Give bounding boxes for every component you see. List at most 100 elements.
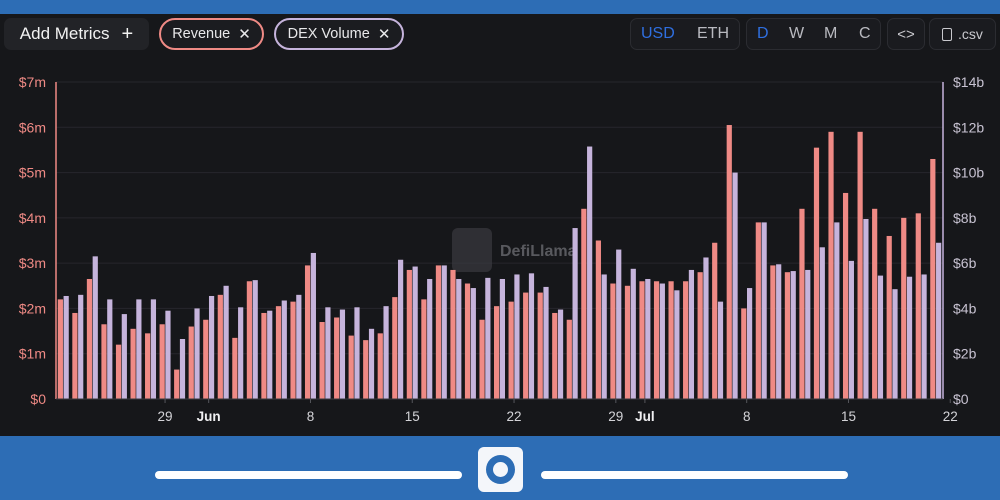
dex-volume-bar[interactable] [543, 286, 549, 399]
add-metrics-button[interactable]: Add Metrics + [4, 18, 149, 50]
revenue-bar[interactable] [464, 283, 471, 399]
dex-volume-bar[interactable] [877, 275, 884, 399]
revenue-bar[interactable] [348, 335, 354, 399]
revenue-bar[interactable] [232, 337, 238, 399]
dex-volume-bar[interactable] [238, 307, 244, 399]
revenue-bar[interactable] [639, 281, 645, 399]
revenue-bar[interactable] [842, 192, 849, 399]
dex-volume-bar[interactable] [790, 271, 796, 399]
revenue-bar[interactable] [159, 324, 165, 399]
revenue-bar[interactable] [435, 265, 442, 399]
range-track-right[interactable] [541, 471, 848, 479]
dex-volume-bar[interactable] [398, 259, 404, 399]
dex-volume-bar[interactable] [296, 294, 302, 399]
dex-volume-bar[interactable] [616, 249, 622, 399]
range-track-left[interactable] [155, 471, 462, 479]
revenue-bar[interactable] [86, 278, 93, 399]
dex-volume-bar[interactable] [121, 314, 127, 399]
dex-volume-bar[interactable] [761, 222, 767, 399]
dex-volume-bar[interactable] [936, 242, 942, 399]
revenue-bar[interactable] [101, 324, 107, 399]
revenue-bar[interactable] [683, 281, 689, 399]
revenue-bar[interactable] [523, 292, 529, 399]
dex-volume-bar[interactable] [63, 295, 69, 399]
range-handle[interactable] [478, 447, 523, 492]
revenue-bar[interactable] [508, 301, 514, 399]
revenue-bar[interactable] [479, 319, 485, 399]
dex-volume-bar[interactable] [427, 278, 433, 399]
revenue-bar[interactable] [421, 299, 427, 399]
dex-volume-bar[interactable] [456, 278, 462, 399]
dex-volume-bar[interactable] [557, 309, 564, 399]
revenue-bar[interactable] [450, 269, 456, 399]
revenue-bar[interactable] [755, 222, 761, 399]
dex-volume-bar[interactable] [601, 274, 607, 399]
revenue-bar[interactable] [406, 269, 412, 399]
dex-volume-bar[interactable] [906, 276, 913, 399]
revenue-bar[interactable] [697, 272, 703, 399]
interval-cumulative-option[interactable]: C [859, 25, 871, 42]
dex-volume-bar[interactable] [732, 172, 738, 399]
revenue-bar[interactable] [770, 265, 776, 399]
revenue-bar[interactable] [828, 131, 834, 399]
revenue-bar[interactable] [726, 125, 732, 400]
dex-volume-bar[interactable] [499, 278, 505, 399]
revenue-bar[interactable] [886, 235, 892, 399]
dex-volume-bar[interactable] [528, 273, 535, 399]
revenue-bar[interactable] [203, 319, 209, 399]
dex-volume-bar[interactable] [717, 301, 724, 399]
dex-volume-bar[interactable] [223, 285, 229, 399]
dex-volume-bar[interactable] [339, 309, 346, 399]
revenue-bar[interactable] [653, 281, 660, 399]
dex-volume-bar[interactable] [805, 269, 811, 399]
currency-eth-option[interactable]: ETH [697, 25, 729, 42]
dex-volume-bar[interactable] [92, 256, 98, 399]
dex-volume-bar[interactable] [747, 288, 753, 399]
interval-day-option[interactable]: D [757, 25, 769, 42]
dex-volume-bar[interactable] [441, 265, 447, 399]
dex-volume-bar[interactable] [921, 274, 927, 399]
dex-volume-bar[interactable] [514, 274, 520, 399]
revenue-bar[interactable] [624, 285, 631, 399]
revenue-bar[interactable] [595, 240, 601, 400]
dex-volume-bar[interactable] [354, 307, 360, 399]
revenue-bar[interactable] [494, 306, 500, 399]
revenue-bar[interactable] [304, 265, 311, 399]
dex-volume-bar[interactable] [572, 228, 578, 399]
revenue-bar[interactable] [813, 147, 820, 399]
dex-volume-bar[interactable] [325, 307, 331, 399]
revenue-bar[interactable] [363, 340, 369, 399]
revenue-metric-pill[interactable]: Revenue ✕ [159, 18, 264, 50]
dex-volume-bar[interactable] [645, 278, 651, 399]
dex-volume-bar[interactable] [485, 277, 491, 399]
dex-volume-bar[interactable] [208, 295, 215, 399]
dex-volume-bar[interactable] [179, 339, 186, 399]
dex-volume-bar[interactable] [688, 269, 695, 399]
dex-volume-bar[interactable] [136, 299, 142, 399]
revenue-bar[interactable] [188, 326, 194, 399]
interval-week-option[interactable]: W [789, 25, 805, 42]
dex-volume-bar[interactable] [194, 308, 200, 399]
revenue-bar[interactable] [290, 301, 296, 399]
dex-volume-bar[interactable] [252, 280, 258, 400]
revenue-bar[interactable] [174, 369, 180, 399]
revenue-bar[interactable] [145, 333, 151, 399]
revenue-bar[interactable] [581, 208, 587, 399]
revenue-bar[interactable] [857, 131, 863, 399]
dex-volume-bar[interactable] [892, 289, 898, 399]
dex-volume-bar[interactable] [383, 306, 389, 399]
revenue-bar[interactable] [901, 217, 907, 399]
revenue-bar[interactable] [668, 281, 674, 399]
revenue-bar[interactable] [741, 308, 747, 399]
dex-volume-bar[interactable] [659, 283, 665, 399]
dex-volume-bar[interactable] [834, 222, 840, 399]
revenue-bar[interactable] [246, 281, 252, 399]
revenue-bar[interactable] [57, 299, 63, 399]
revenue-bar[interactable] [784, 272, 791, 399]
revenue-bar[interactable] [392, 297, 398, 399]
dex-volume-metric-pill[interactable]: DEX Volume ✕ [274, 18, 404, 50]
revenue-bar[interactable] [217, 294, 223, 399]
dex-volume-bar[interactable] [703, 257, 709, 399]
revenue-bar[interactable] [115, 344, 122, 399]
dex-volume-bar[interactable] [776, 264, 782, 399]
